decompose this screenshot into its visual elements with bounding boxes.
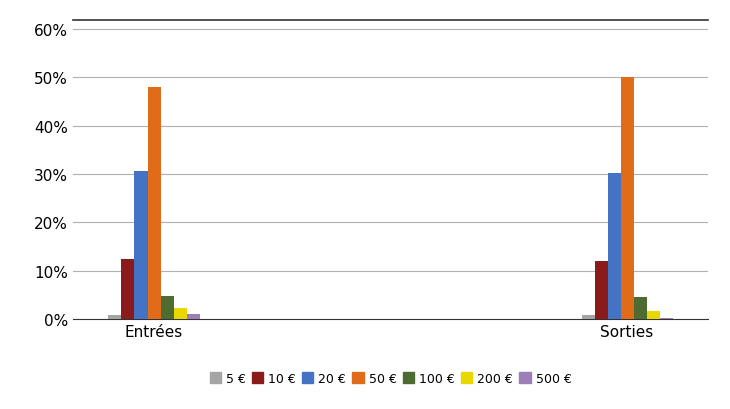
Legend: 5 €, 10 €, 20 €, 50 €, 100 €, 200 €, 500 €: 5 €, 10 €, 20 €, 50 €, 100 €, 200 €, 500… (204, 367, 577, 390)
Bar (174, 308, 187, 319)
Bar (147, 88, 161, 319)
Bar (607, 173, 620, 319)
Bar (134, 171, 147, 319)
Bar (594, 261, 607, 319)
Bar (121, 260, 134, 319)
Bar (660, 318, 672, 319)
Bar (109, 316, 121, 319)
Bar (161, 296, 174, 319)
Bar (582, 316, 594, 319)
Bar (620, 78, 634, 319)
Bar (634, 297, 647, 319)
Bar (647, 311, 660, 319)
Bar (187, 315, 199, 319)
